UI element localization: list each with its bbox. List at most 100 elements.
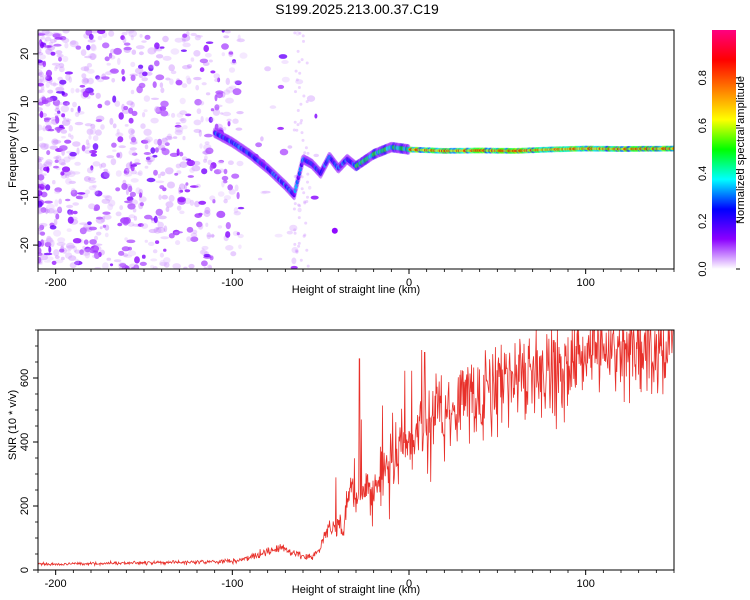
heatmap-cell: [225, 97, 234, 104]
heatmap-cell: [86, 44, 91, 51]
heatmap-cell: [188, 263, 195, 269]
heatmap-cell: [233, 80, 242, 84]
heatmap-cell: [48, 208, 58, 213]
heatmap-cell: [121, 76, 126, 82]
heatmap-cell: [174, 124, 182, 128]
colorbar-tick-label: 0.8: [697, 70, 709, 85]
heatmap-cell: [314, 113, 318, 119]
heatmap-cell: [124, 200, 133, 204]
heatmap-cell: [60, 256, 65, 261]
heatmap-cell: [81, 251, 90, 256]
heatmap-cell: [130, 169, 137, 175]
heatmap-cell: [154, 60, 160, 67]
heatmap-cell: [49, 145, 59, 150]
heatmap-cell: [138, 196, 147, 203]
heatmap-cell: [79, 227, 87, 235]
heatmap-cell: [43, 143, 50, 150]
heatmap-cell: [184, 189, 191, 193]
heatmap-cell: [201, 168, 208, 175]
heatmap-cell: [129, 191, 136, 198]
heatmap-cell: [69, 40, 79, 48]
heatmap-cell: [122, 36, 127, 44]
heatmap-cell: [186, 159, 196, 167]
heatmap-cell: [103, 168, 108, 173]
heatmap-cell: [56, 241, 66, 247]
heatmap-cell: [55, 213, 60, 220]
heatmap-cell: [47, 89, 54, 94]
heatmap-cell: [190, 232, 198, 238]
heatmap-cell: [150, 97, 160, 101]
heatmap-cell: [65, 178, 72, 185]
heatmap-cell: [214, 104, 220, 111]
heatmap-cell: [61, 113, 66, 118]
heatmap-cell: [118, 112, 124, 120]
snr-x-ticks: -200 -100 0 100: [37, 570, 675, 590]
heatmap-cell: [82, 90, 89, 98]
heatmap-cell: [239, 52, 248, 59]
heatmap-cell: [297, 60, 301, 64]
heatmap-cell: [73, 245, 77, 253]
heatmap-cell: [130, 89, 135, 95]
heatmap-cell: [198, 200, 207, 205]
heatmap-cell: [85, 139, 90, 146]
heatmap-cell: [175, 240, 181, 246]
heatmap-cell: [105, 195, 113, 201]
heatmap-cell: [55, 103, 60, 110]
heatmap-cell: [100, 162, 107, 168]
heatmap-cell: [290, 265, 298, 269]
heatmap-cell: [200, 116, 204, 123]
y-tick-label: -10: [19, 189, 31, 205]
heatmap-cell: [39, 110, 44, 119]
heatmap-cell: [169, 78, 174, 85]
heatmap-cell: [291, 246, 299, 254]
heatmap-cell: [207, 264, 212, 269]
heatmap-cell: [74, 111, 80, 117]
heatmap-cell: [302, 94, 306, 98]
heatmap-cell: [69, 170, 73, 176]
heatmap-cell: [74, 121, 84, 126]
heatmap-cell: [148, 228, 158, 234]
heatmap-cell: [101, 216, 106, 220]
heatmap-cell: [302, 39, 305, 43]
heatmap-cell: [75, 45, 82, 50]
heatmap-cell: [54, 66, 58, 72]
heatmap-cell: [110, 48, 116, 54]
heatmap-cell: [205, 222, 209, 227]
heatmap-cell: [289, 224, 298, 232]
heatmap-cell: [126, 100, 134, 106]
heatmap-cell: [159, 261, 167, 267]
heatmap-cell: [264, 66, 271, 72]
heatmap-cell: [129, 147, 137, 151]
snr-series-line: [38, 330, 674, 567]
heatmap-cell: [154, 42, 160, 50]
heatmap-cell: [113, 47, 122, 55]
heatmap-cell: [141, 77, 148, 82]
heatmap-cell: [296, 49, 300, 53]
heatmap-cell: [38, 247, 42, 254]
heatmap-cell: [160, 87, 165, 94]
heatmap-cell: [306, 264, 310, 268]
heatmap-cell: [195, 84, 200, 91]
heatmap-cell: [71, 171, 81, 175]
heatmap-cell: [184, 184, 187, 191]
heatmap-cell: [185, 113, 192, 117]
heatmap-cell: [158, 194, 162, 200]
heatmap-cell: [99, 249, 105, 256]
heatmap-cell: [65, 118, 70, 122]
heatmap-cell: [44, 36, 52, 42]
heatmap-cell: [298, 31, 302, 35]
heatmap-cell: [58, 66, 65, 73]
heatmap-cell: [45, 159, 53, 165]
heatmap-cell: [101, 73, 107, 80]
heatmap-cell: [190, 57, 195, 62]
heatmap-cell: [38, 89, 43, 94]
heatmap-cell: [89, 239, 97, 245]
heatmap-cell: [182, 125, 188, 130]
heatmap-cell: [236, 38, 245, 43]
heatmap-cell: [38, 256, 42, 264]
heatmap-cell: [38, 51, 44, 56]
heatmap-cell: [58, 62, 65, 69]
heatmap-cell: [152, 249, 158, 254]
heatmap-cell: [40, 143, 49, 150]
heatmap-cell: [225, 77, 230, 85]
